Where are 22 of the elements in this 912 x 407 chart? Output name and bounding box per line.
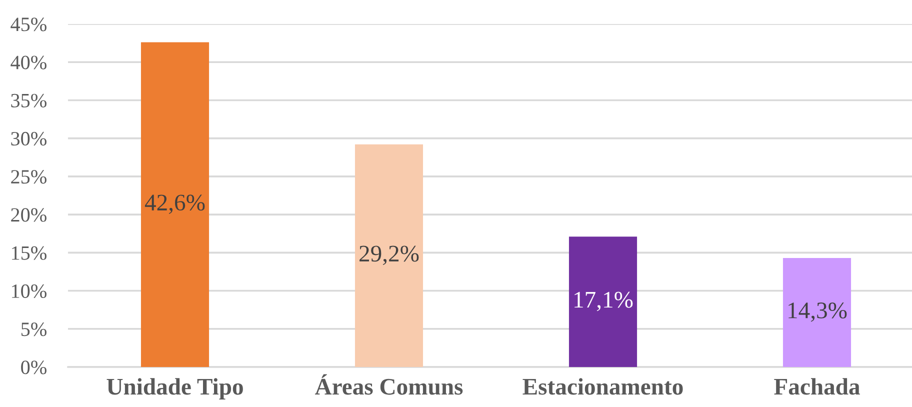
y-tick-label: 35% [11, 94, 46, 108]
x-tick-label: Fachada [774, 378, 860, 395]
y-tick-label: 20% [11, 208, 46, 222]
y-tick-label: 10% [12, 284, 46, 298]
y-tick-label: 25% [11, 170, 46, 184]
y-tick-label: 30% [11, 132, 46, 146]
y-tick-label: 0% [21, 360, 46, 374]
x-tick-label: Estacionamento [522, 378, 683, 395]
data-label: 14,3% [788, 302, 847, 322]
data-label: 17,1% [574, 292, 633, 312]
y-tick-label: 5% [21, 322, 46, 336]
y-tick-label: 45% [10, 18, 46, 32]
y-tick-label: 15% [12, 246, 46, 260]
y-tick-label: 40% [10, 56, 46, 70]
data-label: 29,2% [360, 246, 419, 266]
x-tick-label: Unidade Tipo [106, 378, 243, 400]
bar [568, 236, 638, 367]
bar [140, 42, 210, 367]
data-label: 42,6% [144, 194, 205, 214]
x-tick-label: Áreas Comuns [314, 374, 463, 395]
bar [782, 258, 852, 367]
bar [354, 144, 424, 367]
